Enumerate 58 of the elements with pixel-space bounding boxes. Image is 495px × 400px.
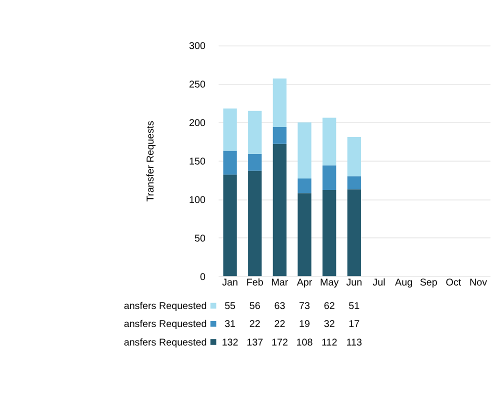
data-label: 17: [348, 319, 360, 330]
data-label: 56: [249, 301, 261, 312]
y-tick-label: 200: [189, 118, 206, 130]
y-tick-label: 250: [189, 80, 206, 91]
bar: [272, 78, 287, 127]
bar: [298, 178, 312, 194]
x-tick-label: Feb: [246, 278, 264, 289]
y-tick-label: 50: [194, 233, 206, 244]
y-tick-label: 100: [189, 194, 206, 206]
data-label: 22: [249, 319, 260, 330]
y-axis-title: Transfer Requests: [146, 120, 157, 202]
data-label: 55: [224, 301, 236, 312]
data-label: 19: [299, 319, 311, 330]
legend-label: ansfers Requested: [124, 301, 207, 312]
bar: [322, 118, 336, 166]
data-label: 137: [246, 337, 264, 348]
bar: [248, 154, 262, 171]
bar: [322, 165, 336, 190]
bar: [248, 110, 262, 154]
x-tick-label: Jul: [372, 278, 386, 289]
y-tick-label: 150: [189, 156, 206, 168]
x-tick-label: Jun: [346, 278, 362, 289]
x-tick-label: May: [320, 278, 339, 289]
bar: [347, 189, 361, 276]
legend-label: ansfers Requested: [124, 319, 207, 330]
x-tick-label: Jan: [222, 278, 238, 289]
bar: [272, 126, 287, 144]
data-label: 32: [324, 319, 335, 330]
data-label: 31: [224, 319, 236, 330]
bar: [223, 174, 237, 276]
legend-label: ansfers Requested: [124, 337, 207, 348]
x-tick-label: Mar: [271, 278, 289, 289]
data-label: 172: [271, 337, 288, 348]
x-tick-label: Apr: [296, 278, 313, 289]
data-label: 73: [299, 301, 311, 312]
bar: [347, 176, 361, 190]
data-label: 62: [324, 301, 335, 312]
bar: [298, 122, 312, 178]
bar: [272, 144, 287, 276]
y-tick-label: 300: [189, 41, 206, 52]
bar: [347, 136, 361, 176]
bar: [298, 193, 312, 276]
bar: [223, 108, 237, 151]
x-tick-label: Nov: [469, 278, 488, 289]
x-tick-label: Sep: [420, 278, 438, 289]
data-label: 108: [296, 337, 314, 348]
x-tick-label: Aug: [395, 278, 413, 289]
bar: [223, 150, 237, 175]
x-tick-label: Oct: [446, 278, 462, 289]
bar: [248, 170, 262, 276]
data-label: 51: [348, 301, 360, 312]
bar: [322, 190, 336, 276]
data-label: 113: [346, 337, 363, 348]
data-label: 63: [274, 301, 286, 312]
data-label: 22: [274, 319, 286, 330]
data-label: 132: [222, 337, 238, 348]
y-tick-label: 0: [200, 272, 206, 283]
data-label: 112: [321, 337, 338, 348]
